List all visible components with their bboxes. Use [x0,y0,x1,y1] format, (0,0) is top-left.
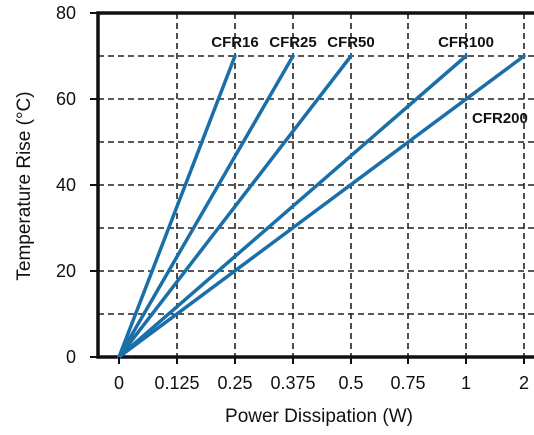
series-label-cfr16: CFR16 [211,34,259,51]
y-tick-label: 80 [56,3,76,23]
series-label-cfr200: CFR200 [472,110,528,127]
y-tick-label: 60 [56,89,76,109]
axis-ticks: 0 20 40 60 80 0 0.125 0.25 0.375 0.5 0.75 1 2 [56,3,529,393]
series-label-cfr50: CFR50 [327,34,375,51]
series-line-cfr16 [117,54,237,359]
x-tick-label: 0 [114,373,124,393]
series-lines [117,54,526,359]
x-tick-label: 0.75 [390,373,425,393]
series-label-cfr100: CFR100 [438,34,494,51]
y-axis-title: Temperature Rise (°C) [14,91,35,280]
y-tick-label: 40 [56,175,76,195]
x-tick-label: 2 [519,373,529,393]
y-tick-label: 0 [66,347,76,367]
series-label-cfr25: CFR25 [269,34,317,51]
y-tick-label: 20 [56,261,76,281]
x-tick-label: 0.5 [338,373,363,393]
x-tick-label: 0.25 [217,373,252,393]
x-tick-label: 0.125 [154,373,199,393]
x-tick-label: 0.375 [270,373,315,393]
x-tick-label: 1 [461,373,471,393]
series-line-cfr50 [117,54,353,359]
x-axis-title: Power Dissipation (W) [225,406,413,427]
series-labels: CFR16 CFR25 CFR50 CFR100 CFR200 [211,34,528,127]
series-line-cfr25 [117,54,295,359]
series-line-cfr100 [117,54,468,359]
series-line-cfr200 [117,54,526,359]
